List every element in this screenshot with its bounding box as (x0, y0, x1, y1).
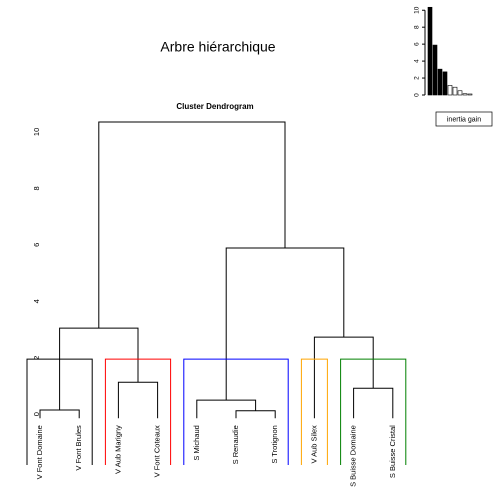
leaf-label: V Aub Silex (309, 425, 318, 464)
y-tick-label: 2 (32, 356, 41, 360)
bar (432, 44, 438, 96)
bar (442, 71, 448, 96)
merge-link (59, 327, 139, 410)
legend-label: inertia gain (447, 116, 481, 123)
bar (467, 93, 473, 96)
merge-link (39, 409, 80, 419)
bar (437, 68, 443, 96)
y-tick-label: 0 (32, 412, 41, 416)
bar (457, 90, 463, 96)
y-tick-label: 6 (414, 42, 421, 46)
cluster-box (183, 358, 289, 465)
y-tick-label: 4 (32, 299, 41, 303)
merge-link (225, 247, 345, 401)
y-tick-label: 4 (414, 59, 421, 63)
y-tick-label: 8 (414, 25, 421, 29)
bar (452, 86, 458, 96)
y-tick-label: 2 (414, 76, 421, 80)
bar (427, 6, 433, 96)
leaf-label: S Trotignon (270, 425, 279, 463)
y-tick-label: 6 (32, 243, 41, 247)
y-tick-label: 10 (32, 128, 41, 136)
leaf-label: S Renaudie (231, 425, 240, 464)
cluster-box (340, 358, 407, 465)
page-title: Arbre hiérarchique (160, 39, 275, 55)
cluster-box (104, 358, 172, 465)
merge-link (98, 121, 286, 329)
y-tick-label: 8 (32, 186, 41, 190)
y-tick-label: 0 (414, 93, 421, 97)
legend-box (435, 111, 493, 127)
leaf-label: S Buisse Cristal (388, 425, 397, 478)
y-tick-label: 10 (414, 6, 421, 14)
bar (447, 85, 453, 96)
leaf-label: S Buisse Domaine (349, 425, 358, 487)
merge-link (117, 381, 159, 419)
leaf-label: S Michaud (192, 425, 201, 460)
leaf-label: V Font Coteaux (153, 425, 162, 477)
chart-title: Cluster Dendrogram (176, 102, 253, 111)
merge-link (353, 387, 394, 419)
merge-link (235, 410, 276, 419)
bar (462, 93, 468, 96)
merge-link (313, 336, 374, 419)
leaf-label: V Font Domaine (35, 425, 44, 479)
leaf-label: V Aub Marigny (113, 425, 122, 474)
merge-link (196, 399, 257, 419)
cluster-box (300, 358, 328, 465)
cluster-box (26, 358, 93, 465)
leaf-label: V Font Brules (74, 425, 83, 471)
